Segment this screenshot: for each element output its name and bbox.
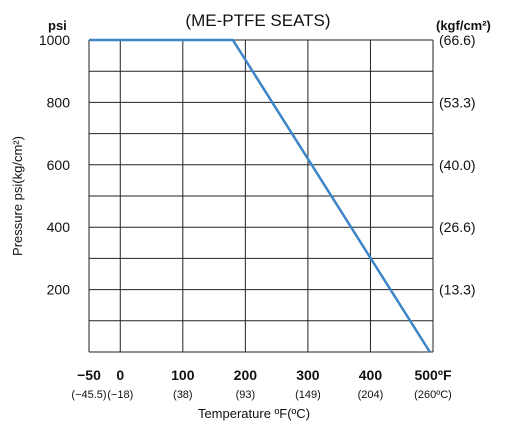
y-tick-label: 400: [47, 219, 71, 235]
y-unit-right: (kgf/cm²): [436, 18, 491, 33]
y-tick-label: 800: [47, 94, 71, 110]
series-line: [89, 38, 431, 353]
right-tick-label: (13.3): [439, 282, 476, 298]
x-tick-label: 200: [234, 367, 258, 383]
y-axis-label: Pressure psi(kg/cm²): [10, 136, 25, 256]
y-tick-label: 600: [47, 157, 71, 173]
y-tick-label: 200: [47, 282, 71, 298]
right-tick-label: (66.6): [439, 32, 476, 48]
y-tick-label: 1000: [39, 32, 70, 48]
series-group: [89, 38, 431, 353]
y-tick-labels: 200 400 600 800 1000: [39, 32, 70, 298]
right-tick-label: (26.6): [439, 219, 476, 235]
x-tick-sublabel: (93): [236, 389, 256, 401]
x-tick-label: 500ºF: [414, 367, 451, 383]
x-tick-sublabel: (−45.5): [71, 389, 106, 401]
right-tick-label: (53.3): [439, 94, 476, 110]
x-tick-labels: −50 (−45.5) 0 (−18) 100 (38) 200 (93) 300 (149) 40…: [71, 367, 452, 401]
right-tick-label: (40.0): [439, 157, 476, 173]
x-tick-sublabel: (149): [295, 389, 321, 401]
x-tick-label: 100: [171, 367, 195, 383]
y-unit-left: psi: [48, 18, 67, 33]
right-tick-labels: (13.3) (26.6) (40.0) (53.3) (66.6): [439, 32, 476, 298]
x-axis-label: Temperature ºF(ºC): [198, 406, 310, 421]
x-tick-label: 400: [359, 367, 383, 383]
x-tick-label: 0: [116, 367, 124, 383]
x-tick-sublabel: (38): [173, 389, 193, 401]
x-tick-sublabel: (260ºC): [414, 389, 452, 401]
x-tick-sublabel: (−18): [107, 389, 133, 401]
x-tick-sublabel: (204): [358, 389, 384, 401]
chart-title: (ME-PTFE SEATS): [185, 11, 330, 30]
x-tick-label: 300: [296, 367, 320, 383]
x-tick-label: −50: [77, 367, 101, 383]
